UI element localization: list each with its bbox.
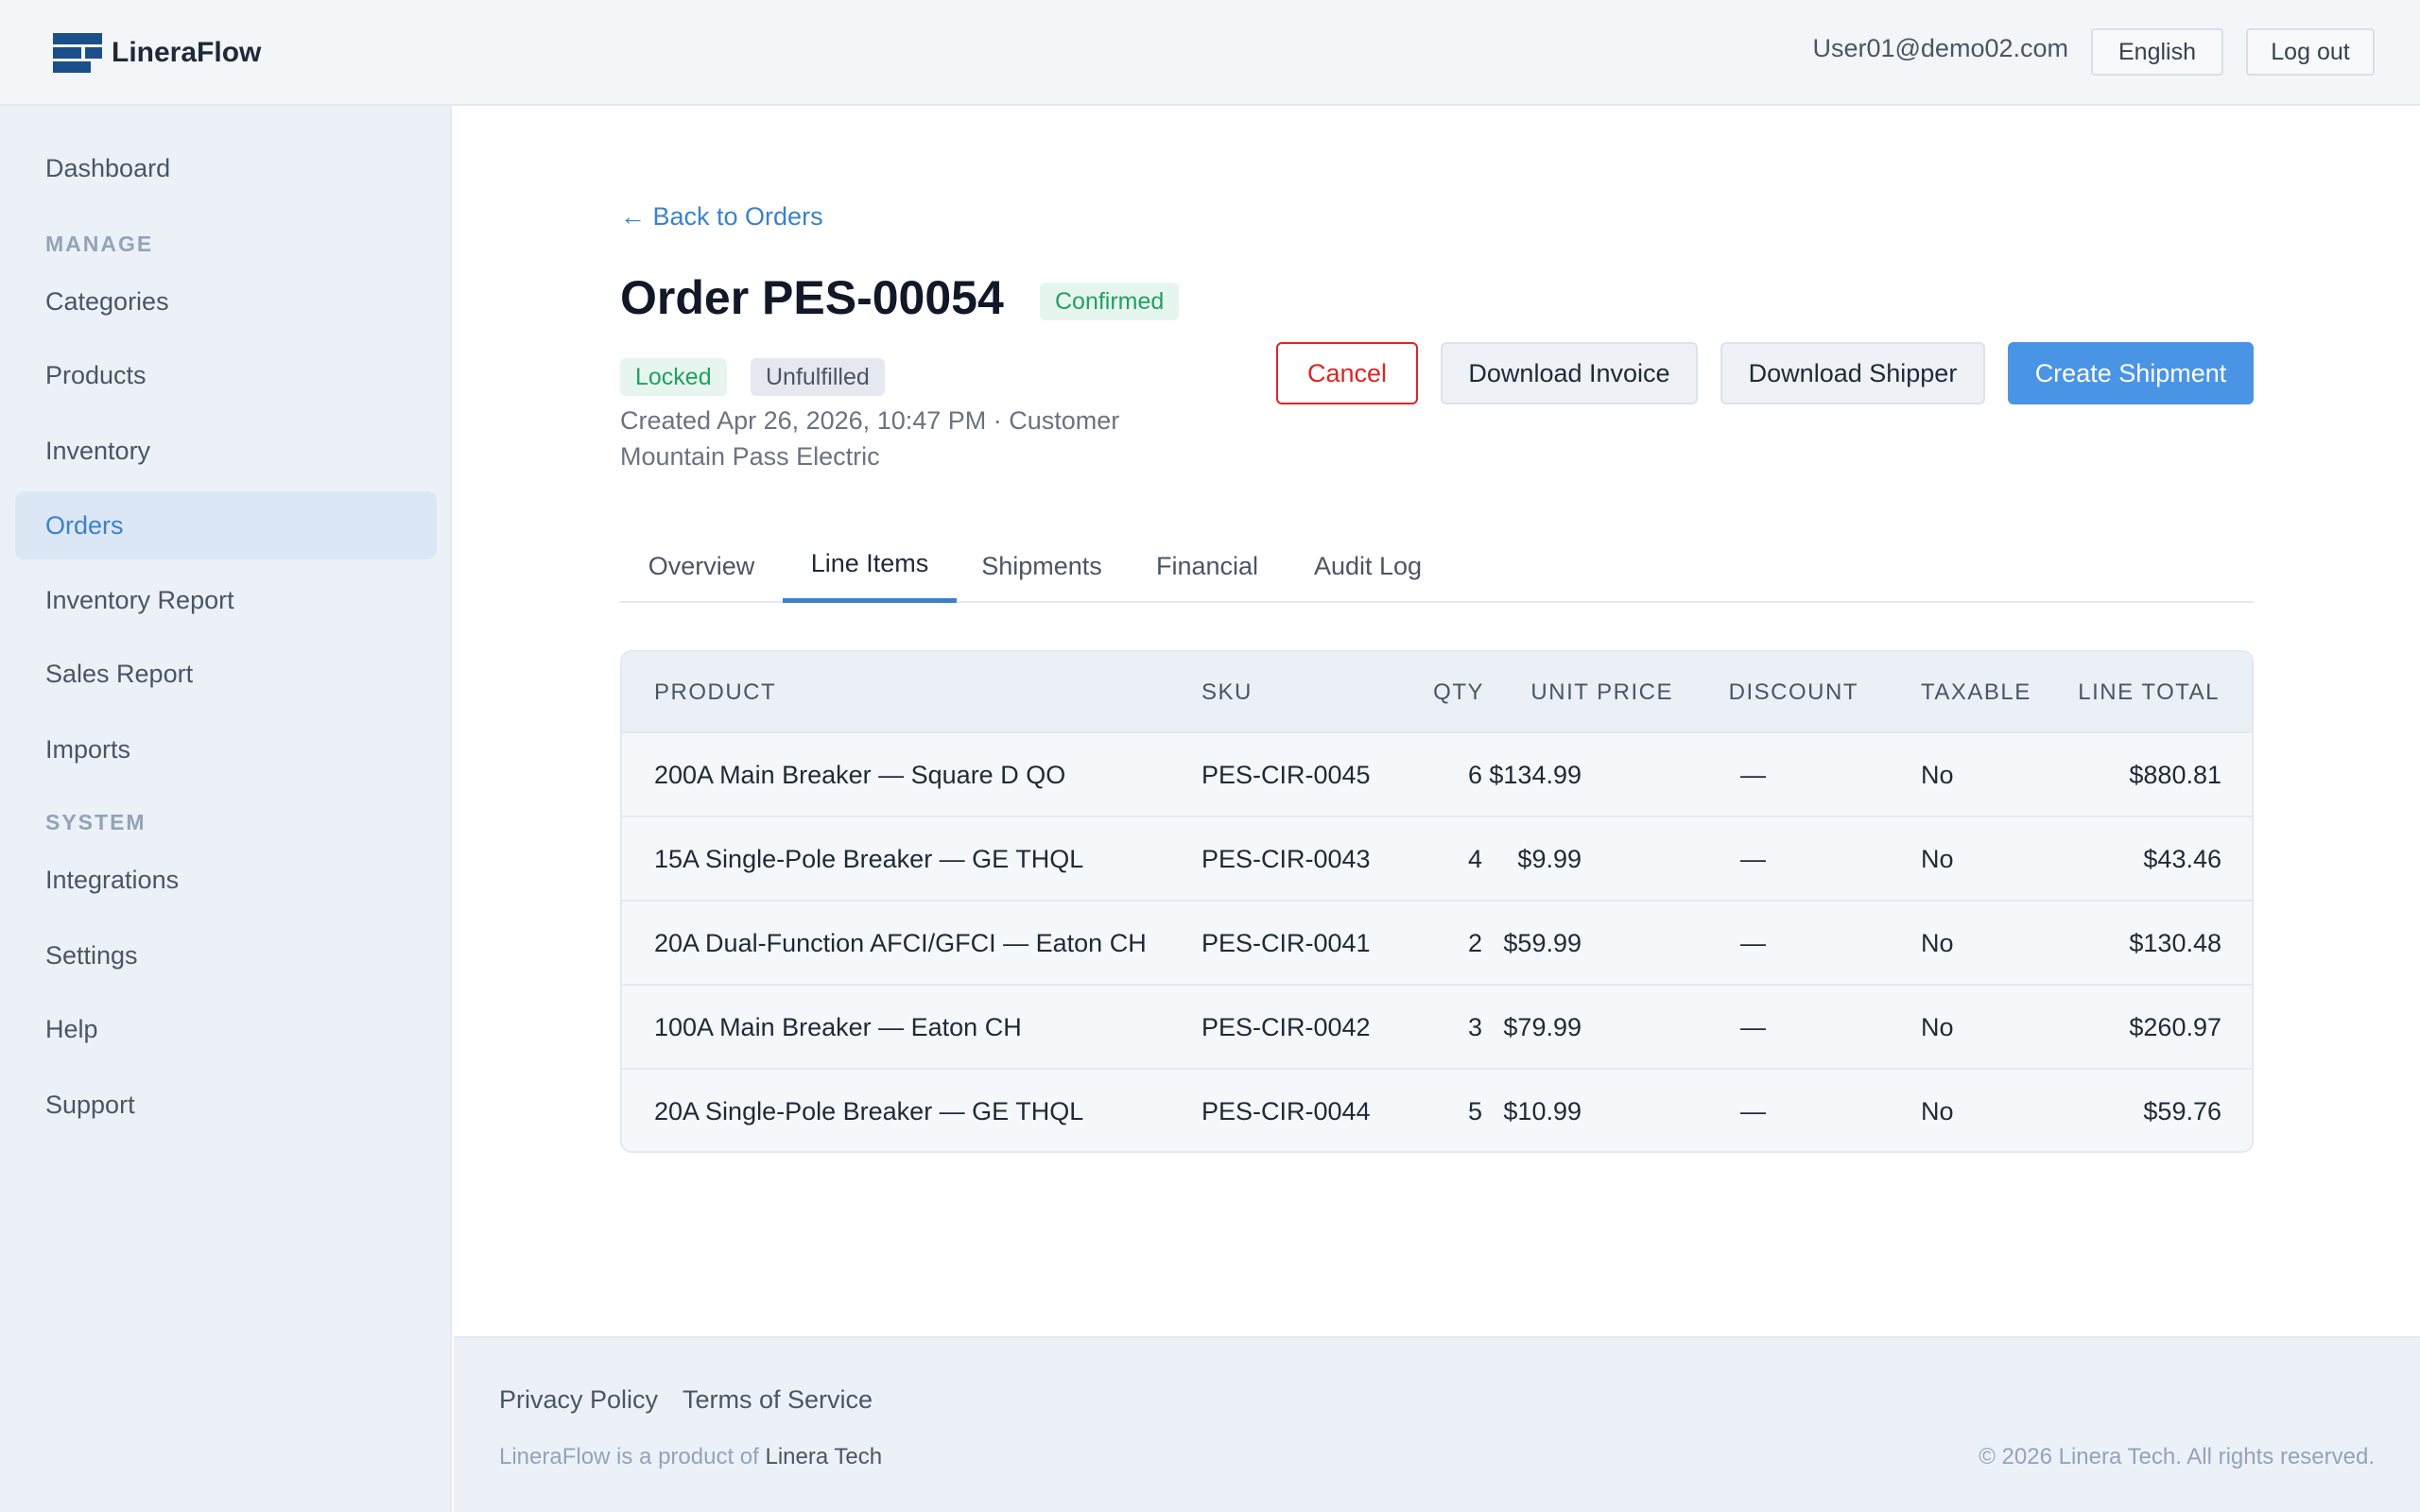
download-invoice-button[interactable]: Download Invoice [1441,342,1698,404]
download-shipper-button[interactable]: Download Shipper [1720,342,1985,404]
sidebar-item-dashboard[interactable]: Dashboard [45,153,171,182]
cell-discount: — [1740,761,1766,789]
cell-discount: — [1740,1097,1766,1125]
logout-button[interactable]: Log out [2246,28,2375,76]
sidebar-section-manage: MANAGE [45,232,154,256]
sidebar-item-inventory-report[interactable]: Inventory Report [45,585,234,614]
brand-logo-icon [53,33,102,73]
order-meta-created: Created Apr 26, 2026, 10:47 PM · Custome… [620,406,1120,435]
sidebar-item-sales-report[interactable]: Sales Report [45,659,194,688]
cell-product: 15A Single-Pole Breaker — GE THQL [654,845,1084,873]
terms-of-service-link[interactable]: Terms of Service [683,1385,873,1414]
cell-taxable: No [1921,1013,1954,1041]
locked-badge: Locked [620,358,727,396]
cell-qty: 4 [1467,845,1482,873]
order-meta-customer: Mountain Pass Electric [620,442,880,471]
footer: Privacy Policy Terms of Service LineraFl… [454,1336,2420,1512]
sidebar-item-integrations[interactable]: Integrations [45,865,180,894]
line-items-table: PRODUCT SKU QTY UNIT PRICE DISCOUNT TAXA… [620,650,2254,1153]
tab-audit-log[interactable]: Audit Log [1313,551,1423,580]
table-row[interactable]: 200A Main Breaker — Square D QO PES-CIR-… [622,733,2252,817]
back-to-orders-link[interactable]: ← Back to Orders [620,202,823,231]
cell-line-total: $59.76 [2143,1097,2221,1125]
sidebar: Dashboard MANAGE Categories Products Inv… [0,106,452,1512]
cell-unit-price: $59.99 [1503,929,1582,957]
sidebar-item-imports[interactable]: Imports [45,734,131,764]
cell-unit-price: $79.99 [1503,1013,1582,1041]
table-row[interactable]: 20A Single-Pole Breaker — GE THQL PES-CI… [622,1070,2252,1151]
sidebar-item-orders[interactable]: Orders [15,491,437,559]
cell-sku: PES-CIR-0041 [1201,929,1371,957]
page-title: Order PES-00054 [620,271,1004,324]
sidebar-item-products[interactable]: Products [45,360,147,389]
brand[interactable]: LineraFlow [53,30,261,76]
cell-sku: PES-CIR-0045 [1201,761,1371,789]
cell-line-total: $43.46 [2143,845,2221,873]
brand-name: LineraFlow [112,37,262,68]
cell-unit-price: $10.99 [1503,1097,1582,1125]
column-header-discount: DISCOUNT [1728,679,1858,705]
cell-qty: 2 [1467,929,1482,957]
column-header-taxable: TAXABLE [1921,679,2031,705]
sidebar-item-inventory[interactable]: Inventory [45,436,151,465]
cell-product: 20A Single-Pole Breaker — GE THQL [654,1097,1084,1125]
cell-qty: 3 [1467,1013,1482,1041]
top-bar: LineraFlow User01@demo02.com English Log… [0,0,2420,106]
footer-company: Linera Tech [765,1444,883,1469]
cell-discount: — [1740,929,1766,957]
cell-line-total: $260.97 [2129,1013,2221,1041]
cell-taxable: No [1921,845,1954,873]
tab-overview[interactable]: Overview [648,551,755,580]
cell-unit-price: $134.99 [1489,761,1582,789]
tab-financial[interactable]: Financial [1155,551,1259,580]
column-header-sku: SKU [1201,679,1253,705]
cell-product: 200A Main Breaker — Square D QO [654,761,1066,789]
cell-qty: 5 [1467,1097,1482,1125]
sidebar-item-support[interactable]: Support [45,1090,135,1119]
footer-note-prefix: LineraFlow is a product of [499,1444,759,1469]
copyright: © 2026 Linera Tech. All rights reserved. [1979,1444,2375,1469]
cell-qty: 6 [1467,761,1482,789]
cell-discount: — [1740,845,1766,873]
tab-line-items[interactable]: Line Items [783,529,957,603]
cell-sku: PES-CIR-0042 [1201,1013,1371,1041]
cell-taxable: No [1921,1097,1954,1125]
table-row[interactable]: 100A Main Breaker — Eaton CH PES-CIR-004… [622,986,2252,1070]
sidebar-item-help[interactable]: Help [45,1014,98,1043]
footer-note: LineraFlow is a product of Linera Tech [499,1444,882,1470]
sidebar-item-settings[interactable]: Settings [45,940,138,970]
column-header-unit-price: UNIT PRICE [1530,679,1673,705]
cancel-order-button[interactable]: Cancel [1276,342,1418,404]
column-header-line-total: LINE TOTAL [2078,679,2220,705]
cell-sku: PES-CIR-0044 [1201,1097,1371,1125]
order-tabs: Overview Line Items Shipments Financial … [620,529,2254,603]
language-button[interactable]: English [2091,28,2223,76]
table-row[interactable]: 15A Single-Pole Breaker — GE THQL PES-CI… [622,817,2252,902]
column-header-qty: QTY [1433,679,1484,705]
cell-discount: — [1740,1013,1766,1041]
cell-product: 100A Main Breaker — Eaton CH [654,1013,1022,1041]
sidebar-section-system: SYSTEM [45,810,147,834]
table-header: PRODUCT SKU QTY UNIT PRICE DISCOUNT TAXA… [622,652,2252,733]
cell-product: 20A Dual-Function AFCI/GFCI — Eaton CH [654,929,1147,957]
cell-sku: PES-CIR-0043 [1201,845,1371,873]
user-email: User01@demo02.com [1812,34,2068,62]
status-badge: Confirmed [1040,283,1180,320]
column-header-product: PRODUCT [654,679,777,705]
create-shipment-button[interactable]: Create Shipment [2008,342,2254,404]
tab-shipments[interactable]: Shipments [981,551,1102,580]
fulfillment-badge: Unfulfilled [751,358,885,396]
table-row[interactable]: 20A Dual-Function AFCI/GFCI — Eaton CH P… [622,902,2252,986]
sidebar-item-categories[interactable]: Categories [45,286,169,316]
cell-line-total: $880.81 [2129,761,2221,789]
privacy-policy-link[interactable]: Privacy Policy [499,1385,659,1414]
cell-unit-price: $9.99 [1517,845,1582,873]
cell-taxable: No [1921,761,1954,789]
cell-line-total: $130.48 [2129,929,2221,957]
cell-taxable: No [1921,929,1954,957]
